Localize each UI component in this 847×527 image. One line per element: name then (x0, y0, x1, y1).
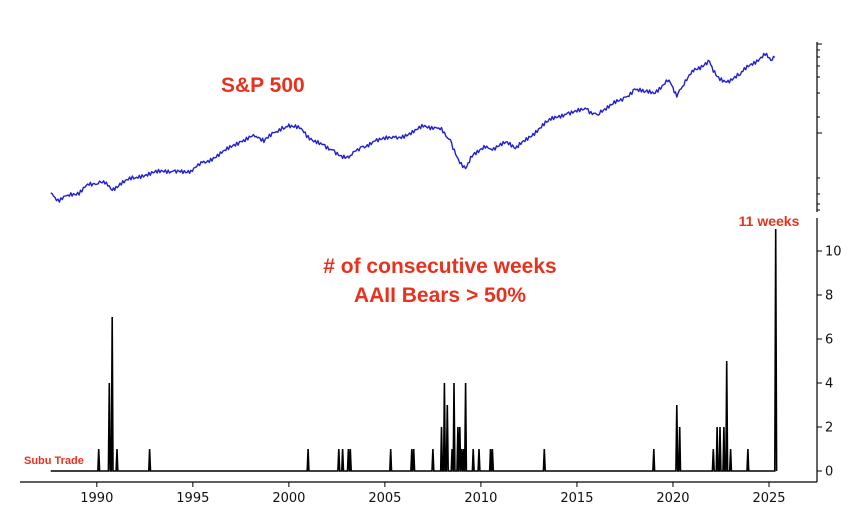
sp500-panel: S&P 500 (50, 42, 822, 212)
bears-x-tick-label: 2005 (368, 491, 401, 506)
sp500-line (50, 52, 776, 203)
bears-title-line2: AAII Bears > 50% (354, 284, 527, 307)
bears-x-tick-label: 2015 (560, 491, 593, 506)
bears-y-tick-label: 0 (825, 465, 833, 480)
bears-y-tick-label: 8 (825, 289, 833, 304)
bears-x-tick-label: 1990 (80, 491, 113, 506)
bears-y-tick-label: 2 (825, 421, 833, 436)
bears-y-ticks: 0 2 4 6 8 10 (817, 245, 842, 480)
peak-annotation: 11 weeks (739, 213, 800, 229)
bears-spike-line (50, 228, 778, 472)
bears-x-tick-label: 2000 (272, 491, 305, 506)
bears-x-tick-label: 2020 (656, 491, 689, 506)
bears-x-ticks: 1990 1995 2000 2005 2010 2015 2020 2025 (80, 482, 786, 506)
bears-y-tick-label: 6 (825, 333, 833, 348)
source-label: Subu Trade (24, 455, 84, 467)
bears-y-tick-label: 10 (825, 245, 842, 260)
bears-x-tick-label: 2010 (464, 491, 497, 506)
sp500-y-ticks (817, 43, 822, 211)
bears-title-line1: # of consecutive weeks (323, 255, 556, 278)
bears-x-tick-label: 1995 (176, 491, 209, 506)
bears-y-tick-label: 4 (825, 377, 833, 392)
sp500-title-annotation: S&P 500 (221, 74, 305, 97)
bears-x-tick-label: 2025 (752, 491, 785, 506)
bears-panel: 1990 1995 2000 2005 2010 2015 2020 2025 0 2 4 6 8 10… (20, 213, 842, 506)
